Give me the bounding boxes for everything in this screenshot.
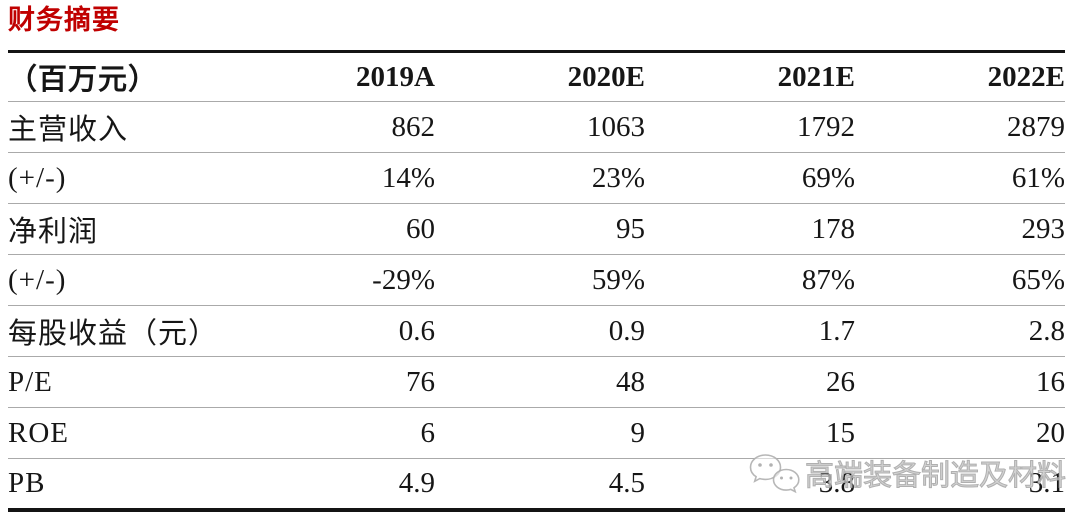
- cell-value: 60: [225, 203, 435, 255]
- cell-value: 59%: [435, 254, 645, 306]
- cell-value: 4.9: [398, 466, 435, 499]
- cell-value: 87%: [645, 254, 855, 306]
- year-column-header: 2020E: [435, 51, 645, 102]
- row-label: ROE: [8, 407, 225, 459]
- cell-value: 6: [225, 407, 435, 459]
- row-label: P/E: [8, 356, 225, 408]
- cell-value: 1792: [645, 101, 855, 153]
- table-body: 主营收入 862 1063 1792 2879 (+/-) 14% 23% 69% 61% 净利润 6…: [8, 101, 1065, 510]
- cell-value: 69%: [645, 152, 855, 204]
- cell-value: 15: [645, 407, 855, 459]
- table-row: 主营收入 862 1063 1792 2879: [8, 101, 1065, 153]
- financial-summary-table: （百万元） 2019A 2020E 2021E 2022E 主营收入 862 1063 17…: [8, 50, 1065, 512]
- table-row: ROE 6 9 15 20: [8, 407, 1065, 459]
- row-label: 净利润: [8, 203, 225, 255]
- cell-value: 178: [645, 203, 855, 255]
- cell-value: -29%: [225, 254, 435, 306]
- cell-value: 0.6: [225, 305, 435, 357]
- row-label: (+/-): [8, 152, 225, 204]
- row-label: (+/-): [8, 254, 225, 306]
- unit-header: （百万元）: [8, 51, 225, 102]
- cell-value: 1.7: [645, 305, 855, 357]
- page-title: 财务摘要: [8, 5, 120, 35]
- cell-value: 9: [435, 407, 645, 459]
- year-column-header: 2021E: [645, 51, 855, 102]
- cell-value: 293: [855, 203, 1065, 255]
- cell-value: 48: [435, 356, 645, 408]
- cell-value: 76: [225, 356, 435, 408]
- cell-value: 4.5: [608, 466, 645, 499]
- year-column-header: 2019A: [225, 51, 435, 102]
- cell-value: 20: [855, 407, 1065, 459]
- row-label: PB: [8, 466, 46, 499]
- cell-value: 16: [855, 356, 1065, 408]
- cell-value: 95: [435, 203, 645, 255]
- cell-value: 862: [225, 101, 435, 153]
- year-column-header: 2022E: [855, 51, 1065, 102]
- cell-value: 23%: [435, 152, 645, 204]
- cell-value: 26: [645, 356, 855, 408]
- table-row: (+/-) -29% 59% 87% 65%: [8, 254, 1065, 306]
- cell-value: 61%: [855, 152, 1065, 204]
- cell-value: 1063: [435, 101, 645, 153]
- cell-value: 3.1: [1028, 466, 1065, 499]
- table-row: 每股收益（元） 0.6 0.9 1.7 2.8: [8, 305, 1065, 357]
- cell-value: 14%: [225, 152, 435, 204]
- row-label: 每股收益（元）: [8, 305, 225, 357]
- cell-value: 3.8: [818, 466, 855, 499]
- cell-value: 2879: [855, 101, 1065, 153]
- cell-value: 2.8: [855, 305, 1065, 357]
- table-row: P/E 76 48 26 16: [8, 356, 1065, 408]
- table-header: （百万元） 2019A 2020E 2021E 2022E: [8, 51, 1065, 102]
- table-row: 净利润 60 95 178 293: [8, 203, 1065, 255]
- table-row: (+/-) 14% 23% 69% 61%: [8, 152, 1065, 204]
- cell-value: 65%: [855, 254, 1065, 306]
- cell-value: 0.9: [435, 305, 645, 357]
- header-row: （百万元） 2019A 2020E 2021E 2022E: [8, 51, 1065, 102]
- row-label: 主营收入: [8, 101, 225, 153]
- table-row: PB 4.9 4.5 3.8 3.1: [8, 459, 1065, 510]
